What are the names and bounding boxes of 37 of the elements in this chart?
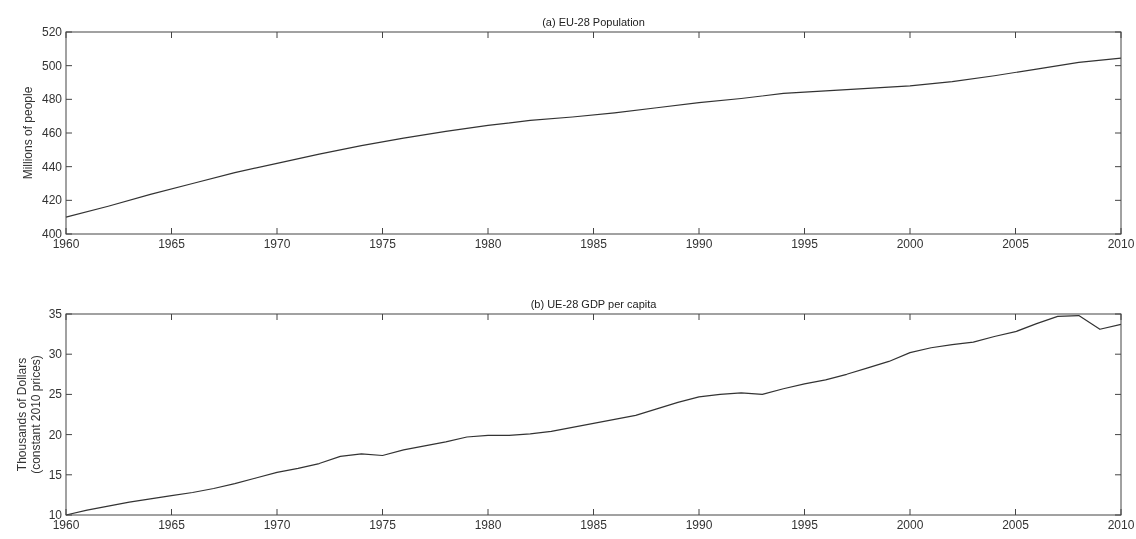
y-tick-label: 15 bbox=[48, 467, 63, 482]
y-tick-label: 20 bbox=[48, 427, 63, 442]
chart-title: (b) UE-28 GDP per capita bbox=[530, 298, 658, 310]
x-tick-label: 2005 bbox=[1002, 518, 1030, 532]
x-tick-label: 1995 bbox=[791, 518, 819, 532]
x-tick-label: 1975 bbox=[369, 237, 397, 251]
x-tick-label: 2000 bbox=[896, 237, 924, 251]
x-tick-label: 1965 bbox=[158, 237, 186, 251]
x-tick-label: 2005 bbox=[1002, 237, 1030, 251]
x-tick-label: 2010 bbox=[1107, 237, 1135, 251]
line-series bbox=[65, 57, 1122, 218]
y-tick-label: 480 bbox=[41, 92, 63, 107]
x-tick-label: 1980 bbox=[474, 237, 502, 251]
x-tick-label: 1985 bbox=[580, 518, 608, 532]
y-tick-label: 420 bbox=[41, 193, 63, 208]
y-tick-label: 460 bbox=[41, 126, 63, 140]
y-tick-label: 30 bbox=[48, 347, 63, 362]
x-tick-label: 1970 bbox=[263, 518, 291, 532]
x-tick-label: 1990 bbox=[685, 237, 713, 251]
y-tick-label: 500 bbox=[41, 58, 63, 73]
x-tick-label: 2000 bbox=[896, 518, 924, 532]
x-tick-label: 1975 bbox=[369, 518, 397, 532]
y-tick-label: 25 bbox=[48, 387, 63, 402]
y-axis-title: Millions of people bbox=[21, 86, 35, 180]
x-tick-label: 1985 bbox=[580, 237, 608, 251]
x-tick-label: 1970 bbox=[263, 237, 291, 251]
y-tick-label: 35 bbox=[48, 307, 63, 321]
y-axis-title: Thousands of Dollars (constant 2010 prices) bbox=[15, 355, 43, 474]
x-tick-label: 1990 bbox=[685, 518, 713, 532]
x-tick-label: 1995 bbox=[791, 237, 819, 251]
chart-title: (a) EU-28 Population bbox=[542, 16, 645, 28]
x-tick-label: 1965 bbox=[158, 518, 186, 532]
x-tick-label: 2010 bbox=[1107, 518, 1135, 532]
y-tick-label: 440 bbox=[41, 159, 63, 174]
line-series bbox=[65, 315, 1122, 516]
y-tick-label: 520 bbox=[41, 25, 63, 39]
x-tick-label: 1980 bbox=[474, 518, 502, 532]
